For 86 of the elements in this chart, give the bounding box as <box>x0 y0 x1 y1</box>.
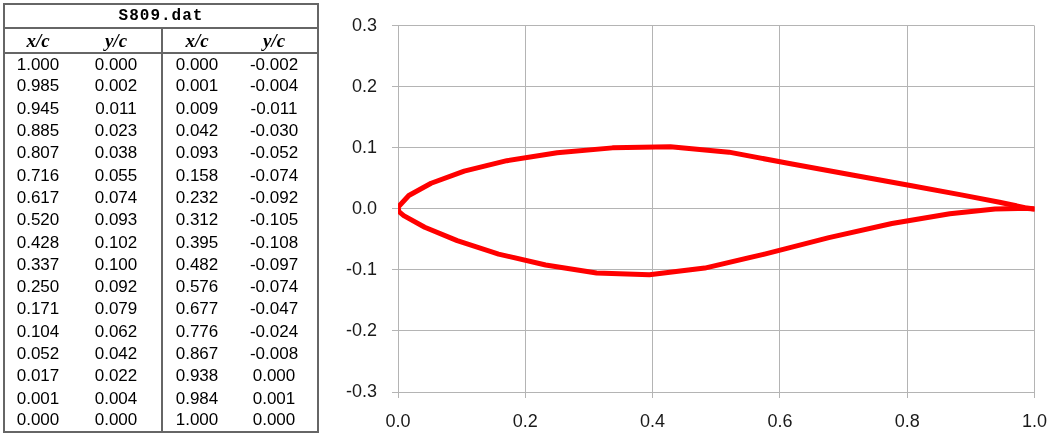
x-tick-label: 0.8 <box>894 410 920 431</box>
text: -0.004 <box>249 76 299 96</box>
text: 0.062 <box>94 321 138 341</box>
text: 0.000 <box>94 410 138 430</box>
text: 0.074 <box>94 187 138 207</box>
x-tick-label: 0.0 <box>385 410 411 431</box>
text: -0.105 <box>249 210 299 230</box>
text: -0.097 <box>249 254 299 274</box>
x-tick-label: 0.6 <box>767 410 793 431</box>
text: 0.232 <box>175 187 219 207</box>
text: 0.776 <box>175 321 219 341</box>
text: 0.984 <box>175 388 219 408</box>
text: 0.171 <box>16 299 60 319</box>
x-tick-label: 0.4 <box>640 410 666 431</box>
text: 0.945 <box>16 98 60 118</box>
text: 1.000 <box>175 410 219 430</box>
text: 0.885 <box>16 121 60 141</box>
y-tick-label: 0.0 <box>351 197 377 218</box>
text: 0.158 <box>175 165 219 185</box>
text: 0.482 <box>175 254 219 274</box>
x-tick-label: 0.2 <box>512 410 538 431</box>
text: -0.052 <box>249 143 299 163</box>
text: 0.038 <box>94 143 138 163</box>
text: 0.022 <box>94 366 138 386</box>
y-tick-label: 0.1 <box>351 136 377 157</box>
text: -0.002 <box>249 54 299 74</box>
text: 0.102 <box>94 232 138 252</box>
text: S809.dat <box>4 4 318 28</box>
text: 0.428 <box>16 232 60 252</box>
text: 0.055 <box>94 165 138 185</box>
text: 0.000 <box>16 410 60 430</box>
text: 0.312 <box>175 210 219 230</box>
text: 0.052 <box>16 344 60 363</box>
text: 0.337 <box>16 254 60 274</box>
text: -0.008 <box>249 344 299 363</box>
text: 0.042 <box>175 121 219 141</box>
text: 0.985 <box>16 76 60 96</box>
text: 0.009 <box>175 98 219 118</box>
text: 0.011 <box>95 98 137 118</box>
text: -0.108 <box>249 232 299 252</box>
text: 0.004 <box>94 388 138 408</box>
text: 0.520 <box>16 210 60 230</box>
text: 0.000 <box>94 54 138 74</box>
text: 0.000 <box>252 366 296 386</box>
text: 0.023 <box>94 121 138 141</box>
text: -0.011 <box>250 98 298 118</box>
text: 0.042 <box>94 344 138 363</box>
text: 0.677 <box>175 299 219 319</box>
category-label: x/c <box>162 28 231 53</box>
text: 0.001 <box>16 388 60 408</box>
category-label: x/c <box>4 28 71 53</box>
y-tick-label: -0.3 <box>345 380 377 401</box>
text: 0.576 <box>175 277 219 297</box>
text: 1.000 <box>16 54 60 74</box>
text: 0.000 <box>175 54 219 74</box>
text: 0.617 <box>16 187 60 207</box>
text: -0.047 <box>249 299 299 319</box>
text: 0.867 <box>175 344 219 363</box>
text: 0.001 <box>175 76 219 96</box>
text: 0.716 <box>16 165 60 185</box>
text: 0.017 <box>16 366 60 386</box>
text: 0.104 <box>16 321 60 341</box>
y-tick-label: -0.1 <box>345 258 377 279</box>
text: 0.938 <box>175 366 219 386</box>
category-label: y/c <box>231 28 318 53</box>
text: -0.024 <box>249 321 299 341</box>
text: -0.074 <box>249 165 299 185</box>
text: -0.092 <box>249 187 299 207</box>
text: 0.093 <box>175 143 219 163</box>
text: 0.079 <box>94 299 138 319</box>
text: 0.001 <box>252 388 296 408</box>
text: -0.074 <box>249 277 299 297</box>
text: -0.030 <box>249 121 299 141</box>
text: 0.395 <box>175 232 219 252</box>
text: 0.093 <box>94 210 138 230</box>
text: 0.807 <box>16 143 60 163</box>
text: 0.092 <box>94 277 138 297</box>
x-tick-label: 1.0 <box>1021 410 1047 431</box>
y-tick-label: 0.3 <box>351 14 377 35</box>
text: 0.250 <box>16 277 60 297</box>
text: 0.002 <box>94 76 138 96</box>
text: 0.000 <box>252 410 296 430</box>
text: 0.100 <box>94 254 138 274</box>
y-tick-label: 0.2 <box>351 75 377 96</box>
category-label: y/c <box>71 28 162 53</box>
y-tick-label: -0.2 <box>345 319 377 340</box>
